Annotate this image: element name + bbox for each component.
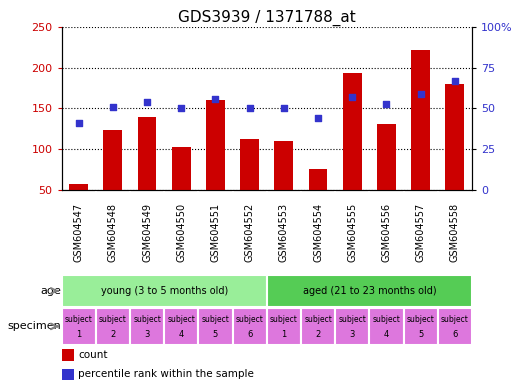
Text: 2: 2 xyxy=(110,330,115,339)
Bar xyxy=(130,308,164,345)
Text: GSM604550: GSM604550 xyxy=(176,203,186,262)
Text: GSM604558: GSM604558 xyxy=(450,203,460,262)
Bar xyxy=(137,118,156,231)
Text: GSM604554: GSM604554 xyxy=(313,203,323,262)
Point xyxy=(314,115,322,121)
Point xyxy=(348,94,357,100)
Text: 2: 2 xyxy=(315,330,321,339)
Text: 6: 6 xyxy=(452,330,458,339)
Text: GSM604556: GSM604556 xyxy=(382,203,391,262)
Title: GDS3939 / 1371788_at: GDS3939 / 1371788_at xyxy=(178,9,356,25)
Text: GSM604557: GSM604557 xyxy=(416,203,426,262)
Text: GSM604551: GSM604551 xyxy=(210,203,221,262)
Bar xyxy=(369,308,404,345)
Bar xyxy=(96,308,130,345)
Text: GSM604553: GSM604553 xyxy=(279,203,289,262)
Bar xyxy=(104,130,122,231)
Text: count: count xyxy=(78,350,108,360)
Text: GSM604547: GSM604547 xyxy=(74,203,84,262)
Bar xyxy=(404,308,438,345)
Text: subject: subject xyxy=(235,315,264,324)
Text: subject: subject xyxy=(99,315,127,324)
Text: 5: 5 xyxy=(418,330,423,339)
Bar xyxy=(62,349,74,361)
Bar xyxy=(438,308,472,345)
Text: subject: subject xyxy=(372,315,401,324)
Text: percentile rank within the sample: percentile rank within the sample xyxy=(78,369,254,379)
Text: age: age xyxy=(41,286,62,296)
Point xyxy=(246,106,254,112)
Text: subject: subject xyxy=(270,315,298,324)
Bar xyxy=(267,275,472,306)
Bar xyxy=(206,100,225,231)
Bar xyxy=(445,84,464,231)
Point xyxy=(177,106,185,112)
Bar xyxy=(199,308,232,345)
Bar xyxy=(232,308,267,345)
Bar xyxy=(267,308,301,345)
Text: 6: 6 xyxy=(247,330,252,339)
Point xyxy=(74,120,83,126)
Bar xyxy=(62,308,96,345)
Text: 1: 1 xyxy=(281,330,286,339)
Text: 3: 3 xyxy=(144,330,150,339)
Text: aged (21 to 23 months old): aged (21 to 23 months old) xyxy=(303,286,436,296)
Bar xyxy=(62,369,74,380)
Text: GSM604555: GSM604555 xyxy=(347,203,357,262)
Bar xyxy=(377,124,396,231)
Text: GSM604549: GSM604549 xyxy=(142,203,152,262)
Text: subject: subject xyxy=(407,315,435,324)
Text: subject: subject xyxy=(441,315,469,324)
Bar xyxy=(172,147,191,231)
Text: subject: subject xyxy=(338,315,366,324)
Bar xyxy=(69,184,88,231)
Text: 1: 1 xyxy=(76,330,81,339)
Text: subject: subject xyxy=(304,315,332,324)
Bar xyxy=(309,169,327,231)
Bar xyxy=(274,141,293,231)
Point xyxy=(417,91,425,97)
Text: subject: subject xyxy=(133,315,161,324)
Bar xyxy=(240,139,259,231)
Bar xyxy=(62,275,267,306)
Text: specimen: specimen xyxy=(8,321,62,331)
Bar xyxy=(301,308,335,345)
Bar xyxy=(164,308,199,345)
Text: 4: 4 xyxy=(179,330,184,339)
Point xyxy=(109,104,117,110)
Text: 3: 3 xyxy=(349,330,355,339)
Bar xyxy=(343,73,362,231)
Text: GSM604548: GSM604548 xyxy=(108,203,118,262)
Text: subject: subject xyxy=(65,315,93,324)
Text: subject: subject xyxy=(167,315,195,324)
Point xyxy=(280,106,288,112)
Point xyxy=(382,101,390,107)
Point xyxy=(211,96,220,102)
Text: young (3 to 5 months old): young (3 to 5 months old) xyxy=(101,286,228,296)
Text: 5: 5 xyxy=(213,330,218,339)
Bar xyxy=(411,50,430,231)
Text: subject: subject xyxy=(202,315,229,324)
Point xyxy=(143,99,151,105)
Text: GSM604552: GSM604552 xyxy=(245,203,254,262)
Bar xyxy=(335,308,369,345)
Text: 4: 4 xyxy=(384,330,389,339)
Point xyxy=(451,78,459,84)
